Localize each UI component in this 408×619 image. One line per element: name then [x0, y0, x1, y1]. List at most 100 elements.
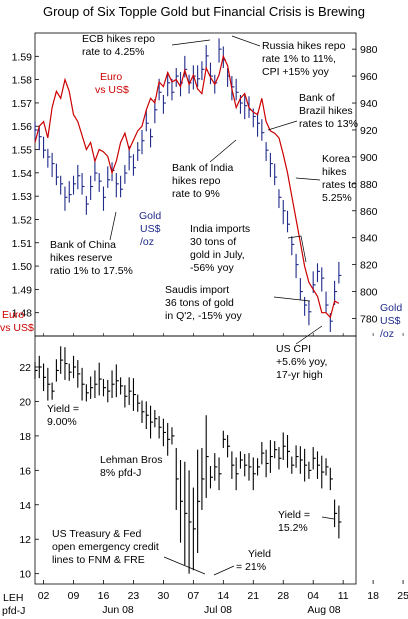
bottom-panel-frame — [34, 335, 357, 585]
leader-china — [109, 211, 117, 241]
euro-tick-label: 1.50 — [12, 261, 33, 273]
annotation-saudi: 36 tons of gold — [165, 297, 234, 309]
annotation-india-imports: -56% yoy — [190, 262, 235, 274]
month-label: Jun 08 — [102, 604, 134, 616]
annotation-gold: Gold — [139, 210, 161, 222]
euro-tick-label: 1.53 — [12, 191, 33, 203]
annotation-euro: vs US$ — [95, 84, 129, 96]
x-tick-label: 09 — [68, 590, 80, 602]
gold-axis-ticks: 780 800 820 840 860 880 900 920 940 960 980 — [352, 44, 378, 325]
x-tick-label: 04 — [307, 590, 319, 602]
annotation-china: hikes reserve — [50, 252, 113, 264]
annotation-gold: /oz — [140, 236, 154, 248]
x-tick-label: 30 — [158, 590, 170, 602]
gold-tick-label: 900 — [360, 152, 378, 164]
annotation-treasury: lines to FNM & FRE — [52, 554, 145, 566]
leh-tick-label: 12 — [19, 534, 31, 546]
x-tick-label: 16 — [98, 590, 110, 602]
euro-tick-label: 1.51 — [12, 238, 33, 250]
annotation-euro: Euro — [100, 71, 122, 83]
annotation-korea: rates to — [322, 179, 357, 191]
gold-tick-label: 960 — [360, 71, 378, 83]
euro-line — [34, 54, 340, 319]
x-tick-label: 14 — [217, 590, 229, 602]
annotation-india-bank: hikes repo — [172, 175, 221, 187]
leader-russia — [231, 35, 261, 47]
annotation-russia: Russia hikes repo — [262, 40, 346, 52]
leh-tick-label: 22 — [19, 362, 31, 374]
leh-axis-label: LEH — [3, 592, 23, 604]
x-axis-ticks: 02 09 16 23 30 07 14 21 28 04 11 18 25 — [38, 333, 408, 602]
leader-ecb — [171, 39, 211, 46]
annotation-lehman: 8% pfd-J — [100, 467, 141, 479]
annotation-yield-9: Yield = — [47, 403, 79, 415]
euro-tick-label: 1.49 — [12, 284, 33, 296]
gold-axis-label: /oz — [380, 328, 394, 340]
gold-tick-label: 800 — [360, 287, 378, 299]
gold-tick-label: 980 — [360, 44, 378, 56]
leh-tick-label: 14 — [19, 500, 31, 512]
annotation-russia: CPI +15% yoy — [262, 66, 330, 78]
leader-saudi — [273, 296, 311, 302]
leader-treasury — [163, 556, 206, 575]
leader-india-bank — [209, 139, 237, 163]
x-tick-label: 07 — [188, 590, 200, 602]
euro-tick-label: 1.55 — [12, 145, 33, 157]
annotation-brazil: Bank of — [299, 92, 335, 104]
leh-tick-label: 16 — [19, 465, 31, 477]
gold-tick-label: 940 — [360, 98, 378, 110]
annotation-gold: US$ — [140, 223, 161, 235]
leh-axis-ticks: 10 12 14 16 18 20 22 — [19, 362, 39, 581]
gold-tick-label: 840 — [360, 233, 378, 245]
annotation-lehman: Lehman Bros — [100, 454, 162, 466]
annotation-ecb: rate to 4.25% — [82, 46, 144, 58]
euro-axis-label: Euro — [2, 309, 24, 321]
leh-series — [34, 346, 342, 574]
euro-axis-label: vs US$ — [0, 322, 34, 334]
annotation-treasury: US Treasury & Fed — [52, 528, 141, 540]
x-tick-label: 18 — [367, 590, 379, 602]
leader-brazil — [267, 120, 298, 131]
annotation-brazil: rates to 13% — [299, 118, 358, 130]
chart-title: Group of Six Topple Gold but Financial C… — [43, 4, 365, 19]
annotation-saudi: in Q'2, -15% yoy — [165, 310, 242, 322]
annotation-brazil: Brazil hikes — [299, 105, 353, 117]
annotation-india-imports: India imports — [190, 223, 250, 235]
leh-tick-label: 10 — [19, 569, 31, 581]
annotation-yield-9: 9.00% — [47, 416, 77, 428]
annotation-india-imports: 30 tons of — [190, 236, 236, 248]
gold-tick-label: 780 — [360, 313, 378, 325]
annotation-yield-15: 15.2% — [278, 522, 308, 534]
euro-tick-label: 1.57 — [12, 98, 33, 110]
x-tick-label: 21 — [247, 590, 259, 602]
leader-us-cpi — [295, 325, 323, 345]
annotation-korea: Korea — [322, 153, 350, 165]
x-tick-label: 25 — [397, 590, 408, 602]
euro-tick-label: 1.54 — [12, 168, 33, 180]
euro-tick-label: 1.56 — [12, 121, 33, 133]
annotation-yield-21: = 21% — [236, 561, 266, 573]
annotation-us-cpi: +5.6% yoy, — [276, 356, 327, 368]
annotation-yield-15: Yield = — [278, 509, 310, 521]
annotation-russia: rate 1% to 11%, — [262, 53, 336, 65]
euro-tick-label: 1.58 — [12, 75, 33, 87]
annotation-saudi: Saudis import — [165, 284, 229, 296]
gold-tick-label: 920 — [360, 125, 378, 137]
leader-india-imports — [287, 235, 307, 263]
annotation-treasury: open emergency credit — [52, 541, 159, 553]
gold-tick-label: 820 — [360, 260, 378, 272]
annotation-ecb: ECB hikes repo — [82, 33, 155, 45]
leh-tick-label: 20 — [19, 396, 31, 408]
x-tick-label: 28 — [277, 590, 289, 602]
leader-yield-21 — [213, 565, 235, 576]
annotation-us-cpi: US CPI — [276, 343, 311, 355]
annotation-china: Bank of China — [50, 239, 116, 251]
gold-tick-label: 880 — [360, 179, 378, 191]
annotation-china: ratio 1% to 17.5% — [50, 265, 133, 277]
annotation-india-bank: Bank of India — [172, 162, 233, 174]
euro-tick-label: 1.52 — [12, 214, 33, 226]
leh-axis-label: pfd-J — [2, 605, 25, 617]
annotation-us-cpi: 17-yr high — [276, 369, 323, 381]
euro-tick-label: 1.59 — [12, 51, 33, 63]
